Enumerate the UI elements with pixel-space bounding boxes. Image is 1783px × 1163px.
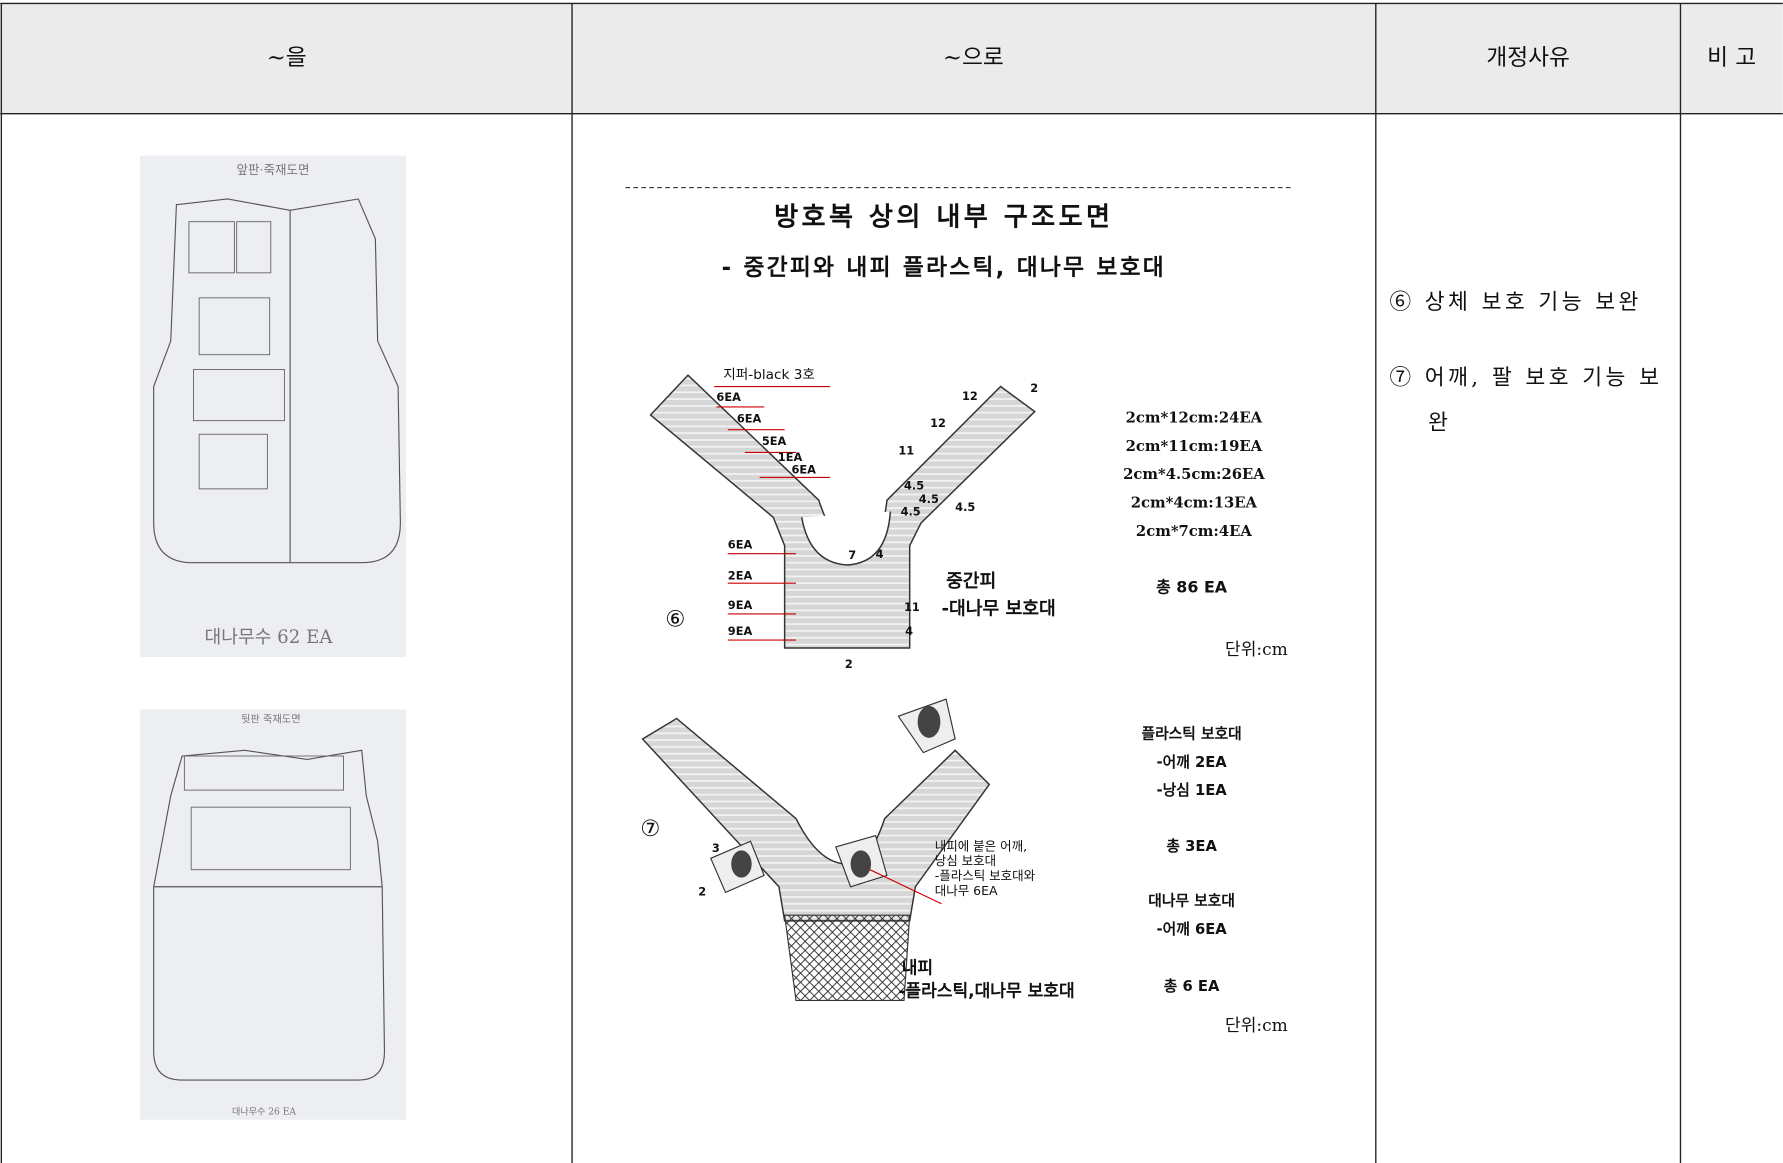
back-scan: 뒷판 죽재도면 대나무수 26 EA [140,709,407,1120]
note-line: -플라스틱 보호대와 [935,868,1036,883]
reasons: ⑥ 상체 보호 기능 보완 ⑦ 어깨, 팔 보호 기능 보완 [1389,289,1663,436]
dimension: 4 [905,624,913,638]
dimension: 2 [1030,381,1038,395]
marker: ⑥ [665,607,685,633]
dimension: 12 [962,389,978,403]
scan-caption: 뒷판 죽재도면 [241,713,301,726]
spec-line: 2cm*4.5cm:26EA [1123,466,1265,483]
count-label: 5EA [762,434,787,448]
count-label: 6EA [716,390,741,404]
header-cell: ~을 [267,45,307,71]
spec-line: 2cm*7cm:4EA [1136,523,1252,540]
diagram-title: 방호복 상의 내부 구조도면 [774,201,1113,232]
spec-line: -어깨 2EA [1157,754,1228,771]
dimension: 4.5 [904,479,924,493]
header-cell: 비 고 [1707,45,1756,71]
dimension: 4.5 [919,492,939,506]
reason: ⑦ 어깨, 팔 보호 기능 보완 [1389,364,1663,436]
count-label: 6EA [737,411,762,425]
unit: 단위:cm [1225,640,1288,660]
spec-line: 2cm*4cm:13EA [1131,495,1258,512]
dimension: 11 [904,600,920,614]
marker: ⑦ [640,816,660,842]
spec-line: -어깨 6EA [1157,921,1228,938]
diagram-subtitle: - 중간피와 내피 플라스틱, 대나무 보호대 [722,255,1166,281]
spec-total: 총 6 EA [1164,978,1220,995]
dimension: 12 [930,416,946,430]
dimension: 3 [712,841,720,855]
inner-layer-diagram [641,698,991,1001]
reason: ⑥ 상체 보호 기능 보완 [1389,289,1642,315]
dimension: 4.5 [901,505,921,519]
spec-line: 2cm*12cm:24EA [1126,409,1263,426]
front-scan: 앞판·죽재도면 대나무수 62 EA [140,155,407,658]
spec-line: -낭심 1EA [1157,782,1228,799]
header-row [0,3,1783,114]
count-label: 2EA [728,568,753,582]
unit: 단위:cm [1225,1016,1288,1036]
layer-part: -플라스틱,대나무 보호대 [898,981,1074,1001]
dimension: 11 [898,443,914,457]
scan-count: 대나무수 26 EA [232,1106,296,1117]
middle-layer-diagram [649,374,1036,649]
note-line: 내피에 붙은 어깨, [935,838,1027,853]
layer-name: 중간피 [946,571,996,592]
count-label: 6EA [791,463,816,477]
spec-line: 대나무 보호대 [1148,893,1235,910]
layer-part: -대나무 보호대 [942,598,1056,619]
zipper-label: 지퍼-black 3호 [723,367,815,383]
spec-total: 총 3EA [1166,838,1217,855]
count-label: 1EA [778,450,803,464]
dimension: 4.5 [955,500,975,514]
count-label: 6EA [728,538,753,552]
note-line: 대나무 6EA [935,883,998,898]
count-label: 9EA [728,624,753,638]
scan-caption: 앞판·죽재도면 [237,162,310,177]
layer-name: 내피 [902,959,933,979]
spec-line: 플라스틱 보호대 [1142,724,1242,742]
count-label: 9EA [728,598,753,612]
spec-line: 2cm*11cm:19EA [1126,438,1263,455]
header-cell: 개정사유 [1486,45,1570,71]
header-cell: ~으로 [943,45,1004,71]
spec-total: 총 86 EA [1156,577,1228,596]
dimension: 2 [698,884,706,898]
dimension: 2 [845,657,853,671]
scan-count: 대나무수 62 EA [205,627,334,648]
dimension: 4 [876,547,884,561]
dimension: 7 [848,548,856,562]
note-line: 낭심 보호대 [935,853,996,868]
leader-lines [714,385,831,641]
